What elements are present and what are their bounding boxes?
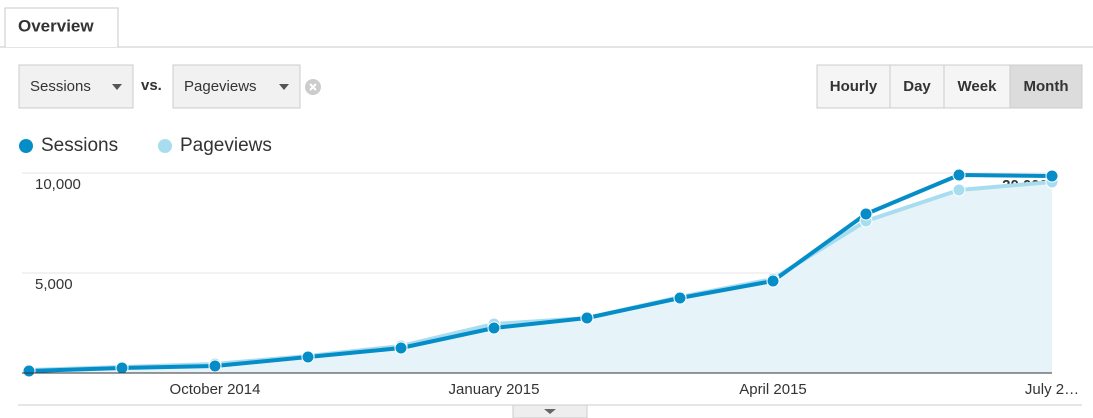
legend-label: Sessions bbox=[41, 135, 118, 156]
granularity-label[interactable]: Week bbox=[958, 78, 998, 95]
point[interactable] bbox=[673, 291, 687, 305]
point[interactable] bbox=[766, 274, 780, 288]
y-tick-label: 10,000 bbox=[35, 176, 81, 193]
x-tick-label: April 2015 bbox=[739, 381, 807, 398]
primary-metric[interactable]: Sessions bbox=[30, 78, 91, 95]
granularity-label[interactable]: Hourly bbox=[830, 78, 878, 95]
legend-label: Pageviews bbox=[180, 135, 272, 156]
point[interactable] bbox=[859, 207, 873, 221]
x-tick-label: July 2… bbox=[1025, 381, 1079, 398]
granularity-button[interactable] bbox=[889, 64, 945, 109]
y-tick-label: 5,000 bbox=[35, 276, 73, 293]
remove-icon bbox=[309, 83, 317, 91]
granularity-buttons: Hourly Day Week Month bbox=[816, 64, 1083, 109]
area bbox=[29, 182, 1052, 373]
point[interactable] bbox=[580, 311, 594, 325]
tab[interactable] bbox=[4, 7, 119, 47]
point[interactable] bbox=[394, 341, 408, 355]
point[interactable] bbox=[115, 361, 129, 375]
x-tick-label: October 2014 bbox=[170, 381, 261, 398]
secondary-metric[interactable]: Pageviews bbox=[184, 78, 257, 95]
x-tick-label: January 2015 bbox=[449, 381, 540, 398]
point[interactable] bbox=[1045, 169, 1059, 183]
point[interactable] bbox=[487, 321, 501, 335]
expand-arrow bbox=[544, 409, 556, 414]
primary-metric-dropdown[interactable] bbox=[18, 64, 134, 109]
dropdown-arrow bbox=[112, 84, 122, 90]
legend-marker bbox=[158, 139, 172, 153]
point[interactable] bbox=[952, 168, 966, 182]
vs-label: vs. bbox=[141, 77, 162, 94]
point[interactable] bbox=[22, 364, 36, 378]
point[interactable] bbox=[208, 359, 222, 373]
dropdown-arrow bbox=[279, 84, 289, 90]
granularity-label[interactable]: Day bbox=[903, 78, 931, 95]
granularity-button[interactable] bbox=[1009, 64, 1083, 109]
legend-marker bbox=[19, 139, 33, 153]
point[interactable] bbox=[301, 350, 315, 364]
line bbox=[28, 173, 1053, 373]
tab-label[interactable]: Overview bbox=[18, 16, 94, 35]
secondary-metric-dropdown[interactable] bbox=[172, 64, 301, 109]
point[interactable] bbox=[952, 183, 966, 197]
granularity-label[interactable]: Month bbox=[1024, 78, 1069, 95]
